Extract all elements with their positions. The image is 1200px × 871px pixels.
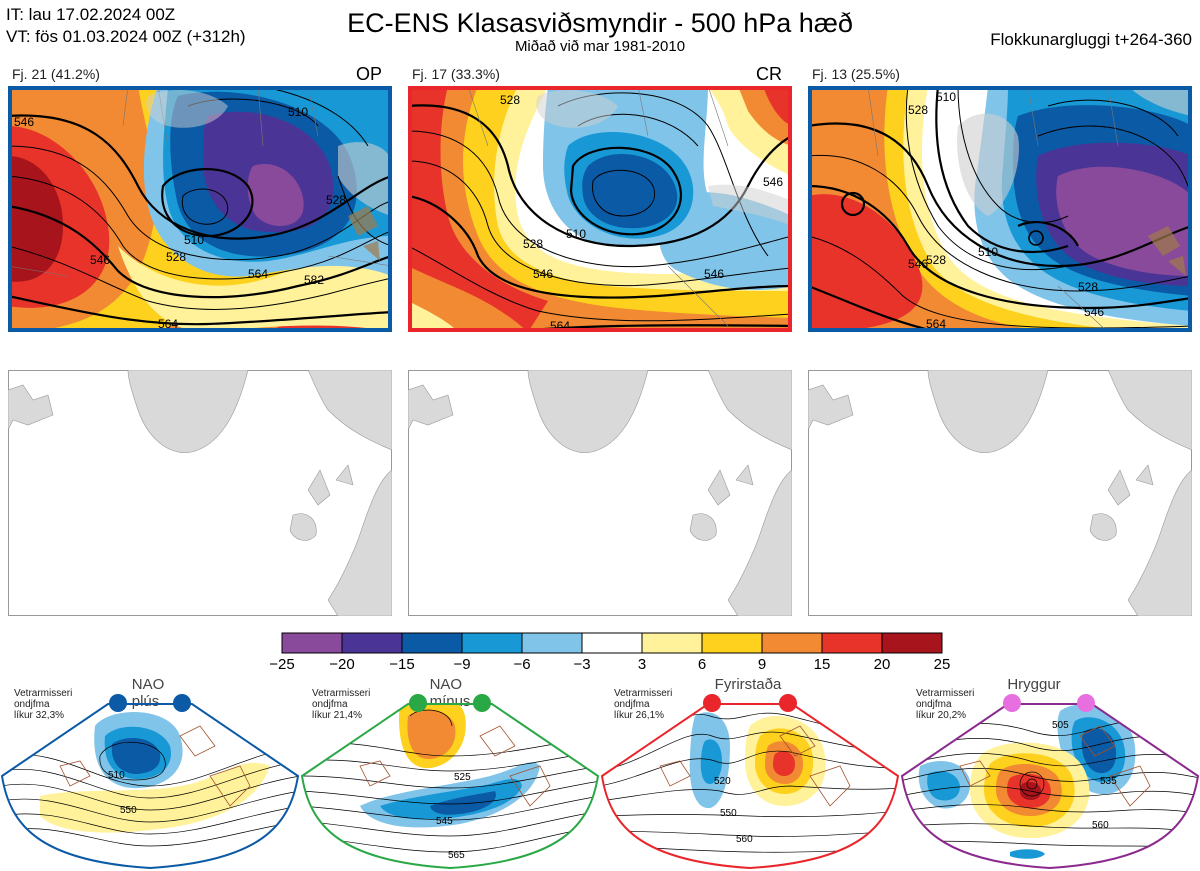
colorbar-tick-label: −3 xyxy=(573,656,591,673)
cluster-1-contour-label: 510 xyxy=(288,105,308,119)
regime-1-info-line: líkur 32,3% xyxy=(14,710,65,721)
cluster-3-contour-label: 510 xyxy=(936,90,956,104)
cluster-2-contour-label: 546 xyxy=(763,175,783,189)
regime-2-contour-label: 565 xyxy=(448,850,465,861)
regime-1-info: Vetrarmisseri ondjfma líkur 32,3% xyxy=(14,688,72,721)
regime-4-contour-label: 505 xyxy=(1052,720,1069,731)
regime-2-contour-label: 525 xyxy=(454,772,471,783)
regime-1-contour-label: 510 xyxy=(108,770,125,781)
regime-2-info-line: líkur 21,4% xyxy=(312,710,363,721)
cluster-2-contour-label: 528 xyxy=(500,93,520,107)
cluster-1-contour-label: 546 xyxy=(90,253,110,267)
colorbar-tick-label: −25 xyxy=(269,656,295,673)
colorbar-swatch xyxy=(581,632,643,654)
cluster-3-contour-label: 546 xyxy=(1084,305,1104,319)
cluster-2-label: Fj. 17 (33.3%) xyxy=(412,66,500,82)
regime-3-info: Vetrarmisseri ondjfma líkur 26,1% xyxy=(614,688,672,721)
regime-1-info-line: Vetrarmisseri xyxy=(14,688,73,699)
cluster-2-map: 528 510 546 528 546 564 546 xyxy=(408,86,792,336)
colorbar-tick-label: −6 xyxy=(513,656,531,673)
colorbar-tick-label: −20 xyxy=(329,656,355,673)
cluster-1-contour-label: 510 xyxy=(184,233,204,247)
regime-4-title: Hryggur xyxy=(1007,676,1061,693)
colorbar-swatch xyxy=(401,632,463,654)
cluster-3-contour-label: 528 xyxy=(1078,280,1098,294)
regime-3-contour-label: 550 xyxy=(720,808,737,819)
cluster-1-label: Fj. 21 (41.2%) xyxy=(12,66,100,82)
cluster-2-contour-label: 528 xyxy=(523,237,543,251)
cluster-3-label: Fj. 13 (25.5%) xyxy=(812,66,900,82)
colorbar-swatch xyxy=(761,632,823,654)
regime-3-contour-label: 560 xyxy=(736,834,753,845)
cluster-1-contour-label: 528 xyxy=(326,193,346,207)
regime-3-info-line: ondjfma xyxy=(614,699,650,710)
page-subtitle: Miðað við mar 1981-2010 xyxy=(514,38,686,55)
regime-3-info-line: Vetrarmisseri xyxy=(614,688,673,699)
regime-4-contour-label: 560 xyxy=(1092,820,1109,831)
regime-4-info-line: ondjfma xyxy=(916,699,952,710)
colorbar-swatch xyxy=(641,632,703,654)
regime-4-contour-label: 535 xyxy=(1100,776,1117,787)
page-title: EC-ENS Klasasviðsmyndir - 500 hPa hæð xyxy=(347,8,853,38)
empty-map-1 xyxy=(8,370,392,616)
cluster-1-contour-label: 564 xyxy=(248,267,268,281)
regime-4-info-line: Vetrarmisseri xyxy=(916,688,975,699)
colorbar-tick-label: −9 xyxy=(453,656,471,673)
colorbar-swatch xyxy=(281,632,343,654)
cluster-1-map: 546 510 528 546 564 582 564 510 528 xyxy=(8,86,392,332)
colorbar-tick-label: 15 xyxy=(813,656,831,673)
cluster-1-contour-label: 582 xyxy=(304,273,324,287)
cluster-1-contour-label: 546 xyxy=(14,115,34,129)
regime-3-title: Fyrirstaða xyxy=(714,676,782,693)
cluster-3-map: 510 528 510 546 528 546 564 528 xyxy=(808,86,1192,332)
cluster-3-contour-label: 528 xyxy=(908,103,928,117)
colorbar-tick-label: −15 xyxy=(389,656,415,673)
regime-1-title: NAO plús xyxy=(131,676,165,710)
cluster-3-contour-label: 510 xyxy=(978,245,998,259)
regime-2-info-line: ondjfma xyxy=(312,699,348,710)
colorbar-swatch xyxy=(881,632,943,654)
classification-window: Flokkunargluggi t+264-360 xyxy=(990,30,1192,49)
cluster-3-contour-label: 528 xyxy=(926,253,946,267)
regime-2-info-line: Vetrarmisseri xyxy=(312,688,371,699)
colorbar-tick-label: 25 xyxy=(933,656,951,673)
cluster-2-contour-label: 510 xyxy=(566,227,586,241)
empty-map-2 xyxy=(408,370,792,616)
colorbar-swatch xyxy=(701,632,763,654)
colorbar xyxy=(280,632,944,659)
regime-3-info-line: líkur 26,1% xyxy=(614,710,665,721)
colorbar-tick-label: 3 xyxy=(637,656,647,673)
cluster-2-contour-label: 546 xyxy=(533,267,553,281)
cluster-3-contour-label: 546 xyxy=(908,257,928,271)
header-times: IT: lau 17.02.2024 00Z VT: fös 01.03.202… xyxy=(6,4,246,48)
colorbar-swatch xyxy=(521,632,583,654)
regime-4-info-line: líkur 20,2% xyxy=(916,710,967,721)
cluster-1-tag: OP xyxy=(356,64,383,84)
colorbar-swatch xyxy=(341,632,403,654)
cluster-3-contour-label: 564 xyxy=(926,317,946,331)
colorbar-swatch xyxy=(461,632,523,654)
regime-2-contour-label: 545 xyxy=(436,816,453,827)
cluster-2-contour-label: 546 xyxy=(704,267,724,281)
regime-1-contour-label: 550 xyxy=(120,805,137,816)
regime-4-info: Vetrarmisseri ondjfma líkur 20,2% xyxy=(916,688,974,721)
cluster-1-contour-label: 564 xyxy=(158,317,178,331)
vt-line: VT: fös 01.03.2024 00Z (+312h) xyxy=(6,27,246,46)
it-line: IT: lau 17.02.2024 00Z xyxy=(6,5,176,24)
colorbar-tick-label: 9 xyxy=(757,656,767,673)
regime-2-info: Vetrarmisseri ondjfma líkur 21,4% xyxy=(312,688,370,721)
regime-3-contour-label: 520 xyxy=(714,776,731,787)
colorbar-swatch xyxy=(821,632,883,654)
regime-1-info-line: ondjfma xyxy=(14,699,50,710)
cluster-1-contour-label: 528 xyxy=(166,250,186,264)
colorbar-tick-label: 20 xyxy=(873,656,891,673)
cluster-2-tag: CR xyxy=(756,64,782,84)
empty-map-3 xyxy=(808,370,1192,616)
colorbar-tick-label: 6 xyxy=(697,656,707,673)
